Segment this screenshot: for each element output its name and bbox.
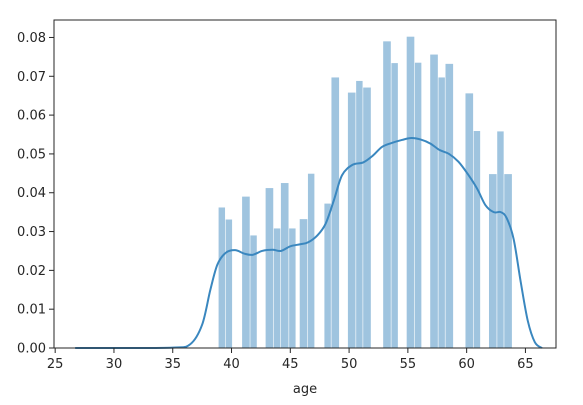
y-tick-label: 0.01 [17, 303, 46, 318]
histogram-bar [299, 219, 308, 348]
y-axis-ticks: 0.00 0.01 0.02 0.03 0.04 0.05 0.06 0.07 0.08 [17, 31, 54, 357]
histogram-bar [307, 173, 315, 348]
y-tick-label: 0.06 [17, 109, 46, 124]
x-tick-label: 65 [517, 357, 534, 372]
histogram-bar [324, 203, 331, 348]
y-tick-label: 0.05 [17, 147, 46, 162]
histogram-bar [242, 196, 250, 348]
y-tick-label: 0.03 [17, 225, 46, 240]
x-tick-label: 45 [282, 357, 299, 372]
histogram-bar [363, 87, 371, 348]
x-axis-ticks: 25 30 35 40 45 50 55 60 65 [47, 348, 534, 372]
histogram-bar [391, 63, 398, 349]
histogram-bar [497, 131, 504, 348]
histogram-bar [414, 62, 422, 348]
x-tick-label: 60 [458, 357, 475, 372]
histogram-bar [218, 207, 226, 348]
histogram-bar [250, 235, 257, 348]
histogram-bar [356, 80, 363, 348]
histogram-bar [445, 63, 454, 349]
histogram-bar [273, 228, 281, 348]
histogram-bars [218, 36, 512, 349]
histogram-bar [438, 77, 445, 348]
x-axis-label: age [293, 382, 317, 397]
x-tick-label: 55 [400, 357, 417, 372]
x-tick-label: 35 [164, 357, 181, 372]
histogram-bar [406, 36, 415, 348]
histogram-bar [430, 54, 438, 349]
y-tick-label: 0.02 [17, 264, 46, 279]
plot-frame [53, 19, 557, 349]
histogram-bar [347, 92, 356, 348]
histogram-bar [488, 174, 497, 348]
x-tick-label: 50 [341, 357, 358, 372]
x-tick-label: 30 [106, 357, 123, 372]
y-tick-label: 0.04 [17, 186, 46, 201]
kde-density-line [75, 136, 543, 350]
y-tick-label: 0.07 [17, 70, 46, 85]
histogram-bar [265, 188, 274, 348]
y-tick-label: 0.00 [17, 342, 46, 357]
histogram-bar [280, 183, 289, 348]
y-tick-label: 0.08 [17, 31, 46, 46]
histogram-bar [331, 77, 340, 348]
histogram-bar [465, 93, 474, 348]
x-tick-label: 25 [47, 357, 64, 372]
histogram-bar [225, 219, 233, 348]
x-tick-label: 40 [223, 357, 240, 372]
histogram-bar [504, 174, 512, 348]
histogram-bar [383, 41, 391, 348]
histogram-bar [289, 228, 296, 348]
histogram-bar [473, 131, 481, 348]
